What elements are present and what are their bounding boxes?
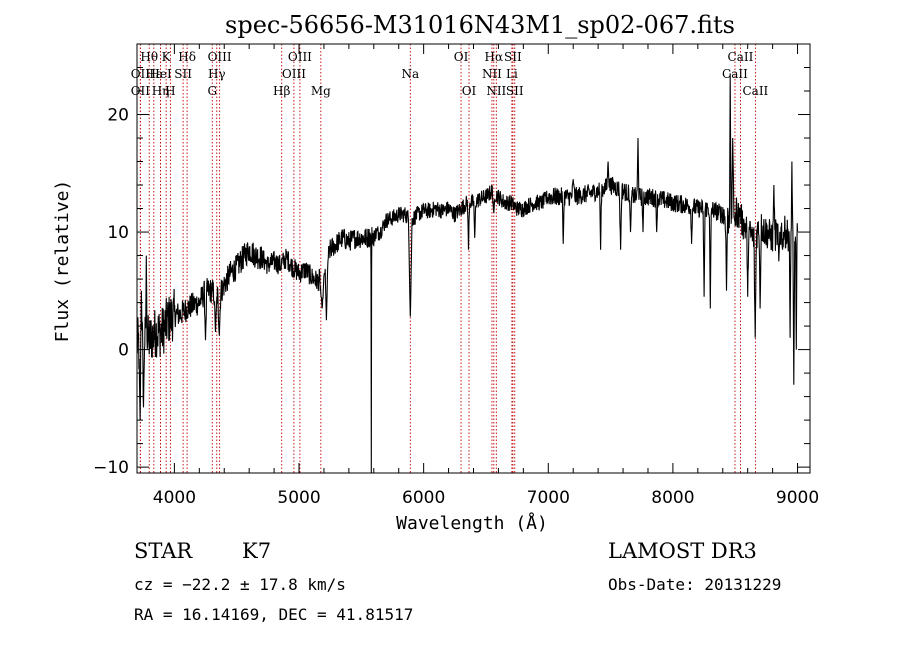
ra-dec-coordinates: RA = 16.14169, DEC = 41.81517 [134,605,413,624]
line-marker-label: Hδ [178,50,196,64]
line-marker-label: CaII [728,50,754,64]
x-axis-label: Wavelength (Å) [396,512,548,534]
flux-series [137,73,799,473]
x-tick-label: 4000 [153,488,196,508]
object-subclass: K7 [242,539,271,563]
line-marker-label: OII [131,67,151,81]
line-marker-label: Hη [152,84,170,98]
axis-ticks: 4000 5000 6000 7000 8000 9000 −10 0 10 20 [93,43,819,508]
line-marker-label: Hα [485,50,504,64]
line-marker-label: OIII [282,67,306,81]
y-tick-label: −10 [93,458,129,478]
line-marker-label: OIII [288,50,312,64]
plot-area [137,44,799,473]
line-marker-label: OI [462,84,477,98]
x-tick-label: 7000 [527,488,570,508]
line-marker-label: NII [482,67,502,81]
chart-title: spec-56656-M31016N43M1_sp02-067.fits [225,11,735,39]
x-tick-label: 8000 [651,488,694,508]
y-tick-label: 20 [107,106,129,126]
survey-name: LAMOST DR3 [608,539,757,563]
observation-date: Obs-Date: 20131229 [608,575,781,594]
line-markers [139,44,756,473]
x-tick-label: 6000 [402,488,445,508]
line-marker-label: Hβ [273,84,290,98]
line-marker-label: SII [504,50,522,64]
x-tick-label: 9000 [776,488,819,508]
line-marker-label: OII [131,84,151,98]
line-marker-label: CaII [722,67,748,81]
line-marker-label: SII [174,67,192,81]
object-class: STAR [134,539,193,563]
y-axis-label: Flux (relative) [52,180,73,343]
line-marker-label: Mg [311,84,331,98]
line-marker-label: OI [454,50,469,64]
redshift-cz: cz = −22.2 ± 17.8 km/s [134,575,346,594]
line-marker-label: Hγ [208,67,226,81]
line-marker-label: Na [401,67,419,81]
line-marker-label: NII [486,84,506,98]
line-marker-label: Li [506,67,518,81]
line-marker-label: K [162,50,172,64]
y-tick-label: 0 [118,341,129,361]
line-marker-label: Hε [145,67,162,81]
flux-line [137,73,799,473]
line-marker-label: Hθ [140,50,158,64]
line-marker-label: CaII [742,84,768,98]
line-marker-label: OIII [208,50,232,64]
line-marker-label: HeI [149,67,172,81]
line-marker-label: G [207,84,217,98]
y-tick-label: 10 [107,223,129,243]
line-marker-label: SII [506,84,524,98]
line-marker-label: H [165,84,175,98]
x-tick-label: 5000 [277,488,320,508]
